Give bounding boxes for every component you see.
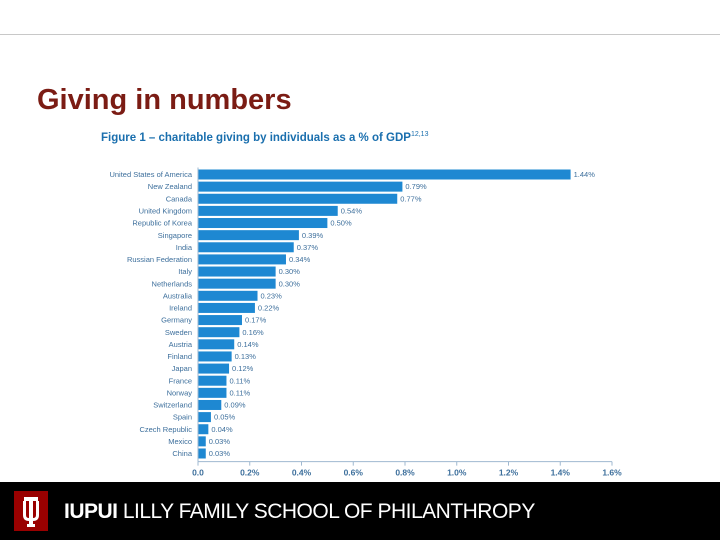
bar bbox=[198, 327, 240, 338]
category-label: United States of America bbox=[109, 170, 192, 179]
data-label: 0.50% bbox=[330, 219, 352, 228]
data-label: 0.39% bbox=[302, 231, 324, 240]
x-tick-label: 0.8% bbox=[395, 468, 415, 478]
category-label: Japan bbox=[172, 364, 192, 373]
category-label: New Zealand bbox=[148, 182, 192, 191]
data-label: 0.16% bbox=[242, 328, 264, 337]
slide-title: Giving in numbers bbox=[37, 84, 292, 116]
bar bbox=[198, 363, 230, 374]
chart-title-footnote: 12,13 bbox=[410, 131, 429, 138]
top-divider bbox=[0, 34, 720, 35]
category-label: United Kingdom bbox=[139, 206, 192, 215]
data-label: 0.13% bbox=[235, 352, 257, 361]
category-label: Mexico bbox=[168, 437, 192, 446]
bar bbox=[198, 169, 571, 180]
category-label: Norway bbox=[167, 388, 193, 397]
category-label: China bbox=[172, 449, 192, 458]
footer-school: LILLY FAMILY SCHOOL OF PHILANTHROPY bbox=[122, 500, 535, 523]
bar bbox=[198, 205, 338, 216]
x-tick-label: 1.6% bbox=[602, 468, 622, 478]
data-label: 0.37% bbox=[297, 243, 319, 252]
data-label: 0.30% bbox=[279, 279, 301, 288]
data-label: 0.12% bbox=[232, 364, 254, 373]
bar bbox=[198, 399, 222, 410]
data-label: 0.04% bbox=[211, 425, 233, 434]
category-label: Germany bbox=[161, 316, 192, 325]
data-label: 0.54% bbox=[341, 206, 363, 215]
x-tick-label: 0.0 bbox=[192, 468, 204, 478]
bar bbox=[198, 181, 403, 192]
bar bbox=[198, 387, 227, 398]
category-label: Czech Republic bbox=[139, 425, 192, 434]
bar bbox=[198, 351, 232, 362]
x-tick-label: 1.2% bbox=[499, 468, 519, 478]
bar bbox=[198, 290, 258, 301]
data-label: 0.30% bbox=[279, 267, 301, 276]
bar bbox=[198, 193, 398, 204]
bar bbox=[198, 424, 209, 435]
bar bbox=[198, 375, 227, 386]
data-label: 0.09% bbox=[224, 401, 246, 410]
bar bbox=[198, 448, 206, 459]
data-label: 0.11% bbox=[229, 376, 250, 385]
category-label: India bbox=[176, 243, 193, 252]
data-label: 0.77% bbox=[400, 194, 422, 203]
category-label: Spain bbox=[173, 413, 192, 422]
data-label: 0.17% bbox=[245, 316, 267, 325]
data-label: 0.05% bbox=[214, 413, 236, 422]
category-label: France bbox=[169, 376, 192, 385]
data-label: 0.79% bbox=[405, 182, 427, 191]
bar-chart: United States of America 1.44% New Zealand… bbox=[109, 167, 622, 478]
data-label: 1.44% bbox=[574, 170, 596, 179]
data-label: 0.14% bbox=[237, 340, 259, 349]
x-tick-label: 1.4% bbox=[551, 468, 571, 478]
category-label: Italy bbox=[178, 267, 192, 276]
chart-title: Figure 1 – charitable giving by individu… bbox=[101, 131, 428, 144]
category-label: Singapore bbox=[158, 231, 192, 240]
data-label: 0.22% bbox=[258, 304, 280, 313]
bar bbox=[198, 254, 286, 265]
footer-brand: IUPUI bbox=[64, 500, 118, 523]
data-label: 0.34% bbox=[289, 255, 311, 264]
bar bbox=[198, 218, 328, 229]
category-label: Sweden bbox=[165, 328, 192, 337]
data-label: 0.03% bbox=[209, 449, 231, 458]
category-label: Australia bbox=[163, 291, 193, 300]
bar bbox=[198, 436, 206, 447]
bar bbox=[198, 412, 211, 423]
category-label: Finland bbox=[167, 352, 192, 361]
x-tick-label: 0.2% bbox=[240, 468, 260, 478]
chart-title-text: Figure 1 – charitable giving by individu… bbox=[101, 131, 411, 144]
bar bbox=[198, 230, 299, 241]
iu-trident-logo-icon bbox=[14, 491, 48, 531]
footer-bar: IUPUI LILLY FAMILY SCHOOL OF PHILANTHROP… bbox=[0, 482, 720, 540]
bar bbox=[198, 339, 235, 350]
category-label: Austria bbox=[169, 340, 193, 349]
data-label: 0.23% bbox=[261, 291, 283, 300]
bar bbox=[198, 302, 255, 313]
data-label: 0.03% bbox=[209, 437, 231, 446]
bar bbox=[198, 242, 294, 253]
data-label: 0.11% bbox=[229, 388, 250, 397]
x-tick-label: 1.0% bbox=[447, 468, 467, 478]
category-label: Canada bbox=[166, 194, 193, 203]
bar bbox=[198, 266, 276, 277]
x-tick-label: 0.6% bbox=[344, 468, 364, 478]
bar bbox=[198, 278, 276, 289]
category-label: Ireland bbox=[169, 304, 192, 313]
x-tick-label: 0.4% bbox=[292, 468, 312, 478]
category-label: Republic of Korea bbox=[132, 219, 192, 228]
bar bbox=[198, 315, 242, 326]
category-label: Russian Federation bbox=[127, 255, 192, 264]
footer-school-name: IUPUI LILLY FAMILY SCHOOL OF PHILANTHROP… bbox=[64, 500, 535, 524]
category-label: Switzerland bbox=[153, 401, 192, 410]
category-label: Netherlands bbox=[152, 279, 193, 288]
